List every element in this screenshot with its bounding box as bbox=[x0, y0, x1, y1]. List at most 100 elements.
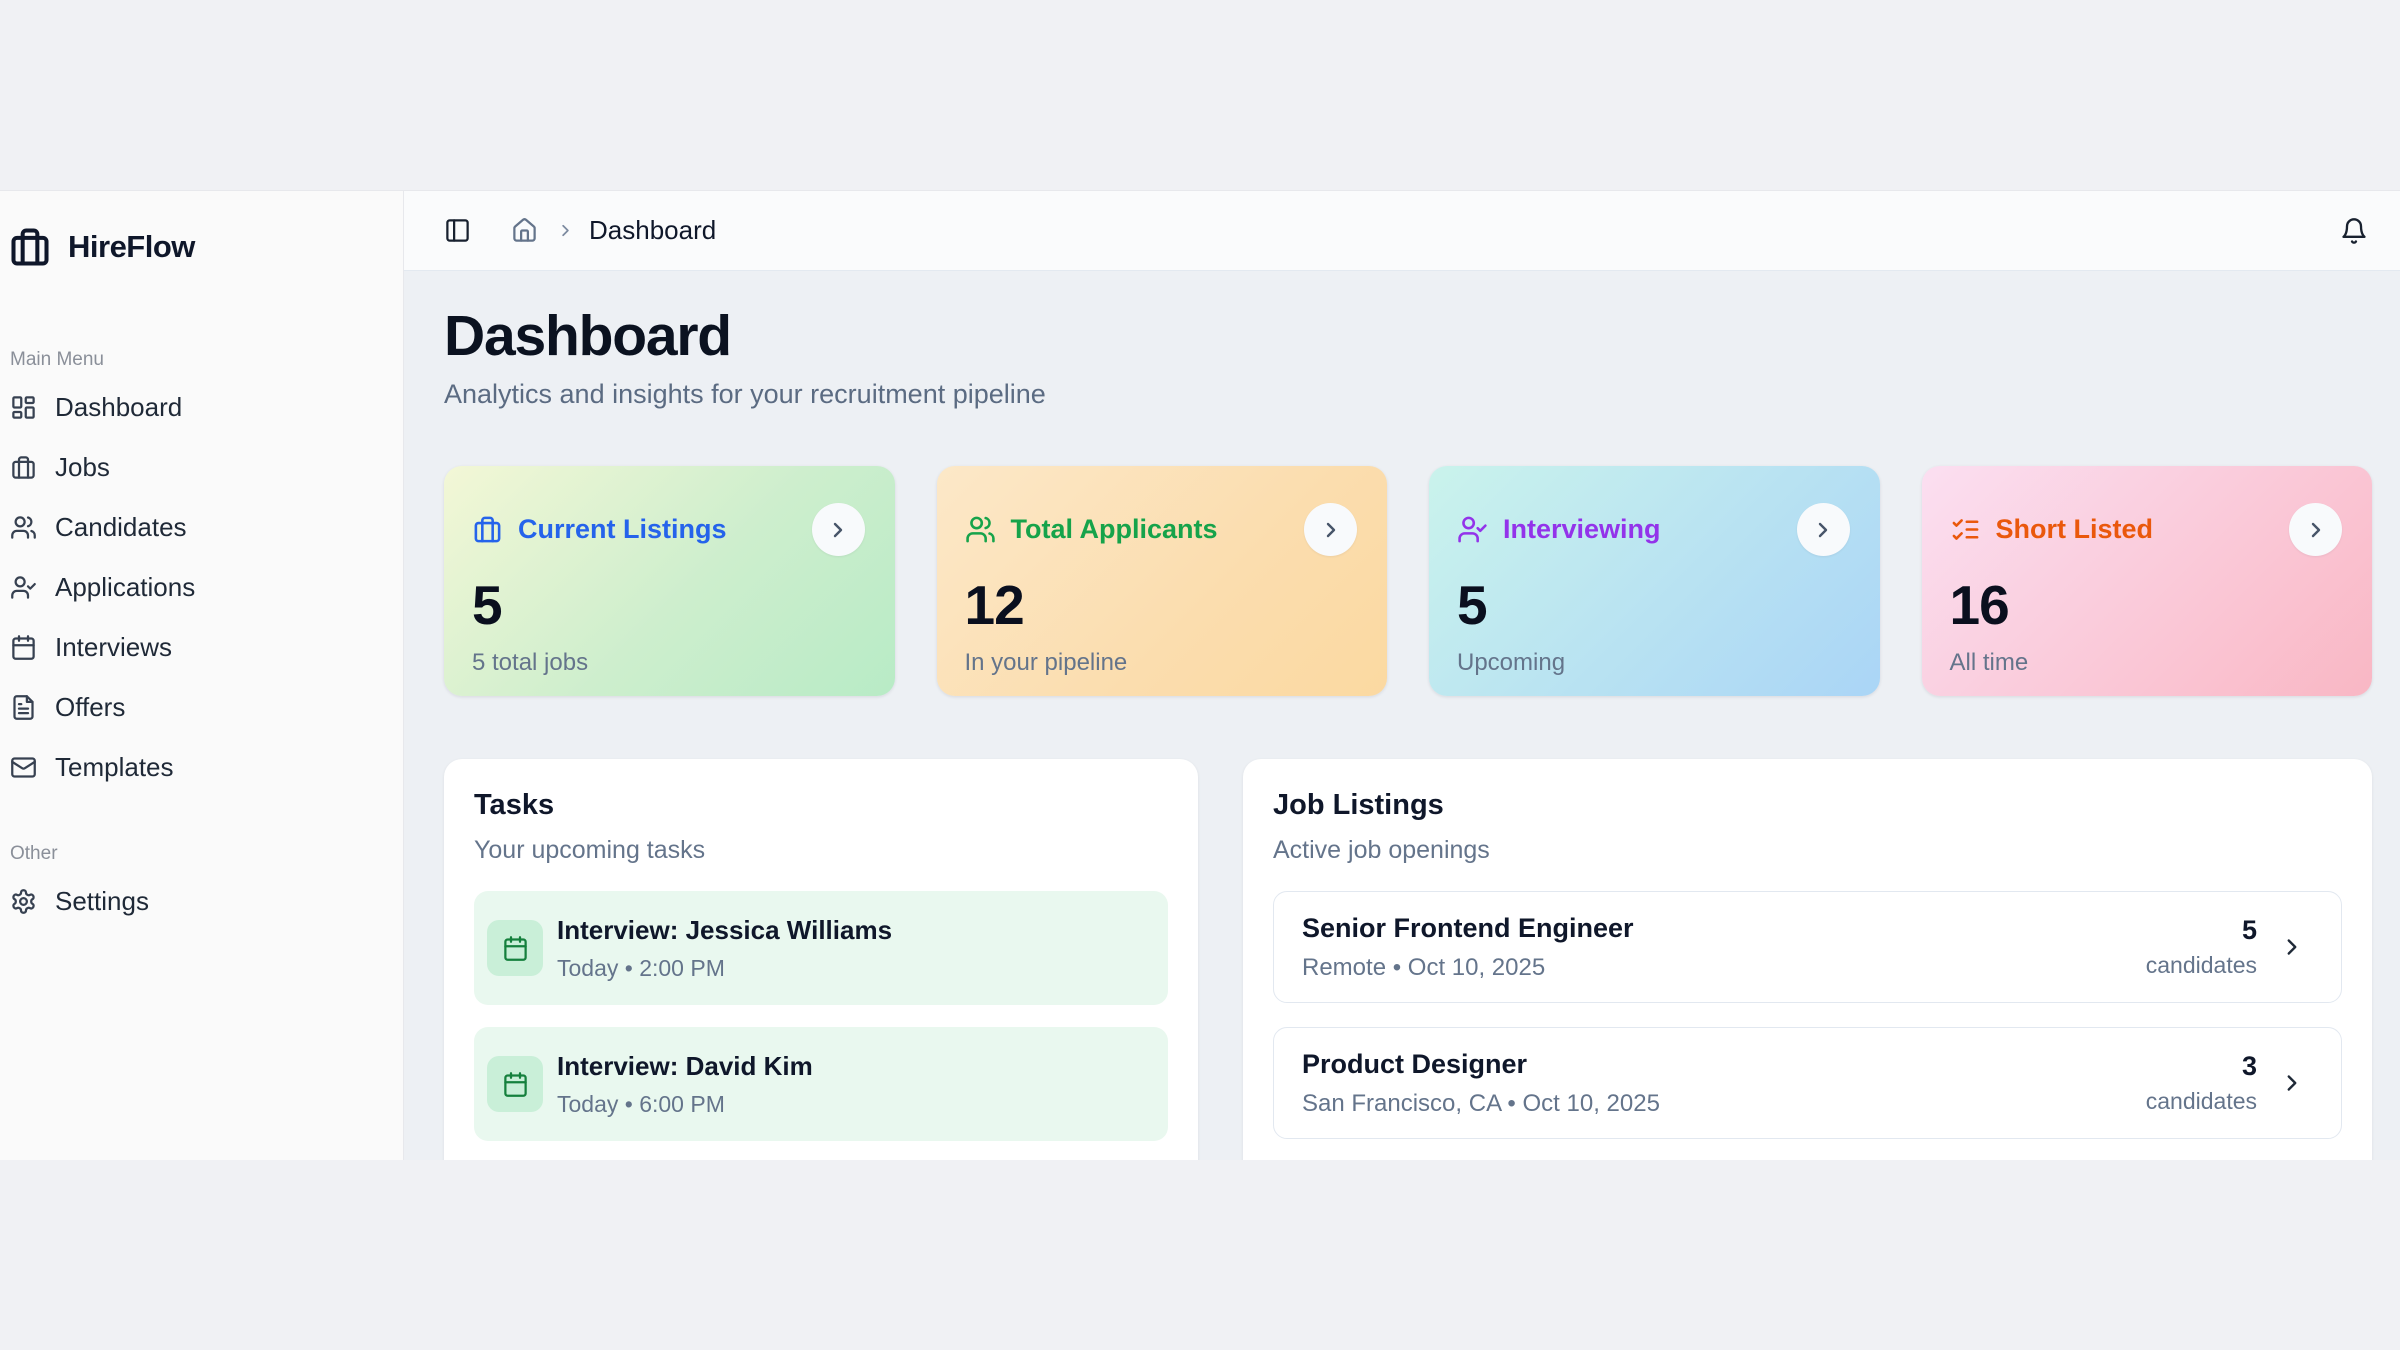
file-text-icon bbox=[10, 694, 37, 721]
chevron-right-icon bbox=[2279, 1070, 2305, 1096]
job-count-label: candidates bbox=[2145, 952, 2257, 978]
stat-label: Current Listings bbox=[518, 514, 727, 544]
breadcrumb-bar: Dashboard bbox=[404, 191, 2400, 271]
page-subtitle: Analytics and insights for your recruitm… bbox=[444, 379, 1046, 409]
main-area: Dashboard Dashboard Analytics and insigh… bbox=[404, 191, 2400, 1160]
sidebar-item-label: Offers bbox=[55, 691, 126, 722]
job-listings-title: Job Listings bbox=[1273, 789, 1444, 821]
stat-value: 12 bbox=[964, 574, 1025, 636]
stat-card-header: Current Listings bbox=[472, 514, 867, 545]
task-meta: Today • 2:00 PM bbox=[557, 954, 725, 981]
task-list: Interview: Jessica Williams Today • 2:00… bbox=[474, 891, 1168, 1141]
task-item[interactable]: Interview: David Kim Today • 6:00 PM bbox=[474, 1027, 1168, 1141]
tasks-title: Tasks bbox=[474, 789, 555, 821]
sidebar-item-jobs[interactable]: Jobs bbox=[8, 437, 391, 497]
sidebar-toggle-button[interactable] bbox=[444, 217, 471, 244]
stat-card-short-listed[interactable]: Short Listed 16 All time bbox=[1921, 466, 2372, 696]
sidebar-item-dashboard[interactable]: Dashboard bbox=[8, 377, 391, 437]
stat-card-header: Total Applicants bbox=[965, 514, 1360, 545]
job-count-number: 5 bbox=[2241, 915, 2257, 945]
stat-label: Short Listed bbox=[1995, 514, 2154, 544]
task-item[interactable]: Interview: Jessica Williams Today • 2:00… bbox=[474, 891, 1168, 1005]
notifications-button[interactable] bbox=[2340, 217, 2368, 245]
list-checks-icon bbox=[1950, 514, 1981, 545]
chevron-right-icon bbox=[1811, 518, 1835, 542]
breadcrumb-current: Dashboard bbox=[589, 215, 717, 245]
stat-card-total-applicants[interactable]: Total Applicants 12 In your pipeline bbox=[936, 466, 1387, 696]
job-row[interactable]: Senior Frontend Engineer Remote • Oct 10… bbox=[1273, 891, 2342, 1003]
sidebar-item-label: Interviews bbox=[55, 631, 173, 662]
stat-card-current-listings[interactable]: Current Listings 5 5 total jobs bbox=[444, 466, 895, 696]
panels-row: Tasks Your upcoming tasks bbox=[444, 759, 2372, 1160]
tasks-subtitle: Your upcoming tasks bbox=[474, 836, 706, 864]
job-listings-subtitle: Active job openings bbox=[1273, 836, 1490, 864]
breadcrumb-home-link[interactable] bbox=[511, 217, 538, 244]
stats-grid: Current Listings 5 5 total jobs bbox=[444, 466, 2372, 696]
sidebar-item-label: Jobs bbox=[55, 451, 110, 482]
sidebar-item-label: Settings bbox=[55, 885, 149, 916]
panel-left-icon bbox=[444, 217, 471, 244]
sidebar-item-label: Dashboard bbox=[55, 391, 183, 422]
users-icon bbox=[10, 514, 37, 541]
stat-value: 16 bbox=[1949, 574, 2010, 636]
mail-icon bbox=[10, 754, 37, 781]
app-window: HireFlow Main Menu Dashboard Jobs bbox=[0, 190, 2400, 1160]
tasks-card: Tasks Your upcoming tasks bbox=[444, 759, 1198, 1160]
job-count-number: 3 bbox=[2241, 1051, 2257, 1081]
gear-icon bbox=[10, 888, 37, 915]
user-check-icon bbox=[1457, 514, 1488, 545]
sidebar-item-interviews[interactable]: Interviews bbox=[8, 617, 391, 677]
briefcase-logo-icon bbox=[8, 225, 52, 269]
sidebar-item-label: Templates bbox=[55, 751, 174, 782]
chevron-right-icon bbox=[556, 221, 575, 240]
task-title: Interview: Jessica Williams bbox=[557, 914, 893, 945]
stat-chevron-button[interactable] bbox=[811, 503, 865, 556]
task-text: Interview: David Kim Today • 6:00 PM bbox=[557, 1051, 813, 1118]
stat-chevron-button[interactable] bbox=[1796, 503, 1850, 556]
job-text: Senior Frontend Engineer Remote • Oct 10… bbox=[1302, 913, 2146, 982]
stat-sub: 5 total jobs bbox=[472, 649, 589, 676]
stat-label: Total Applicants bbox=[1010, 514, 1218, 544]
stat-chevron-button[interactable] bbox=[2289, 503, 2342, 556]
stat-chevron-button[interactable] bbox=[1304, 503, 1357, 556]
task-icon-chip bbox=[487, 1056, 543, 1112]
task-title: Interview: David Kim bbox=[557, 1050, 813, 1081]
job-title: Senior Frontend Engineer bbox=[1302, 912, 1634, 943]
stat-card-header: Interviewing bbox=[1457, 514, 1852, 545]
calendar-icon bbox=[10, 634, 37, 661]
job-row[interactable]: Product Designer San Francisco, CA • Oct… bbox=[1273, 1027, 2342, 1139]
job-meta: San Francisco, CA • Oct 10, 2025 bbox=[1302, 1089, 1660, 1117]
stat-sub: Upcoming bbox=[1457, 649, 1566, 676]
sidebar-item-candidates[interactable]: Candidates bbox=[8, 497, 391, 557]
nav-section-label-main-menu: Main Menu bbox=[10, 349, 104, 370]
chevron-right-icon bbox=[2304, 518, 2328, 542]
briefcase-icon bbox=[10, 454, 37, 481]
page-title: Dashboard bbox=[444, 304, 732, 368]
sidebar-item-templates[interactable]: Templates bbox=[8, 737, 391, 797]
sidebar-item-label: Applications bbox=[55, 571, 196, 602]
job-list: Senior Frontend Engineer Remote • Oct 10… bbox=[1273, 891, 2342, 1139]
task-meta: Today • 6:00 PM bbox=[557, 1090, 725, 1117]
stat-sub: In your pipeline bbox=[964, 649, 1128, 676]
page-content: Dashboard Analytics and insights for you… bbox=[404, 271, 2400, 1160]
stat-value: 5 bbox=[1457, 574, 1488, 636]
chevron-right-icon bbox=[2279, 934, 2305, 960]
job-text: Product Designer San Francisco, CA • Oct… bbox=[1302, 1049, 2146, 1118]
job-listings-card: Job Listings Active job openings Senior … bbox=[1243, 759, 2372, 1160]
job-candidate-count: 3 candidates bbox=[2146, 1051, 2257, 1115]
user-check-icon bbox=[10, 574, 37, 601]
home-icon bbox=[511, 217, 538, 244]
brand-name: HireFlow bbox=[68, 229, 195, 264]
sidebar-item-offers[interactable]: Offers bbox=[8, 677, 391, 737]
task-text: Interview: Jessica Williams Today • 2:00… bbox=[557, 915, 892, 982]
sidebar-item-applications[interactable]: Applications bbox=[8, 557, 391, 617]
stat-value: 5 bbox=[472, 574, 503, 636]
layout-dashboard-icon bbox=[10, 394, 37, 421]
brand-logo: HireFlow bbox=[8, 217, 391, 279]
chevron-right-icon bbox=[826, 518, 850, 542]
task-icon-chip bbox=[487, 920, 543, 976]
sidebar-item-settings[interactable]: Settings bbox=[8, 871, 391, 931]
stat-card-interviewing[interactable]: Interviewing 5 Upcoming bbox=[1429, 466, 1880, 696]
stat-label: Interviewing bbox=[1503, 514, 1661, 544]
job-candidate-count: 5 candidates bbox=[2146, 915, 2257, 979]
